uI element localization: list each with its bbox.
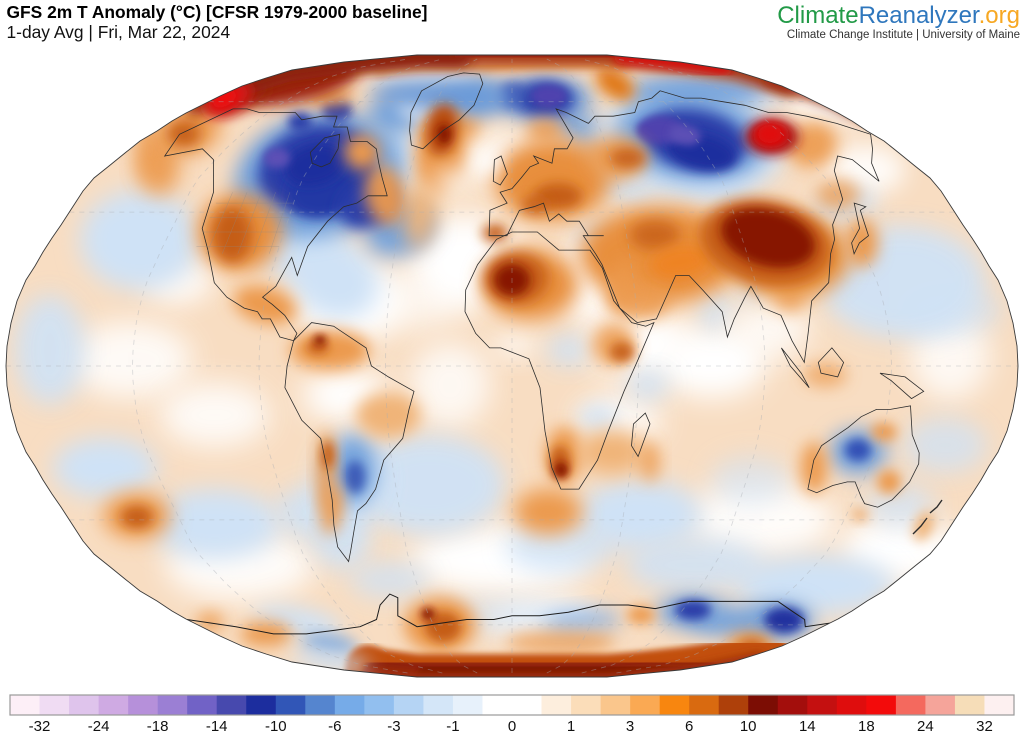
svg-text:-14: -14 xyxy=(206,718,228,735)
svg-text:18: 18 xyxy=(858,718,875,735)
svg-text:0: 0 xyxy=(508,718,516,735)
svg-text:3: 3 xyxy=(626,718,634,735)
svg-text:-1: -1 xyxy=(446,718,459,735)
svg-text:24: 24 xyxy=(917,718,934,735)
svg-text:1: 1 xyxy=(567,718,575,735)
svg-text:6: 6 xyxy=(685,718,693,735)
svg-text:32: 32 xyxy=(976,718,993,735)
svg-text:-24: -24 xyxy=(88,718,110,735)
svg-text:-6: -6 xyxy=(328,718,341,735)
svg-text:-32: -32 xyxy=(29,718,51,735)
svg-text:-10: -10 xyxy=(265,718,287,735)
svg-text:14: 14 xyxy=(799,718,816,735)
svg-text:10: 10 xyxy=(740,718,757,735)
svg-text:-3: -3 xyxy=(387,718,400,735)
svg-text:-18: -18 xyxy=(147,718,169,735)
